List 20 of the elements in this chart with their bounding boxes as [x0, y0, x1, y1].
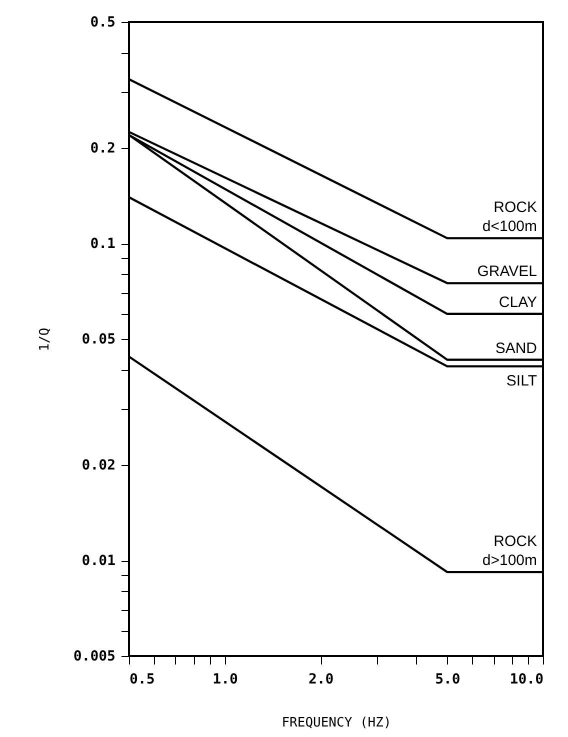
y-tick-label: 0.2 [90, 140, 116, 157]
series-label: GRAVEL [477, 263, 537, 280]
series-label: SAND [495, 340, 538, 357]
y-tick-label: 0.02 [82, 458, 116, 474]
series-label: CLAY [498, 294, 537, 311]
series-label: ROCK d<100m [482, 199, 537, 236]
y-tick-label: 0.1 [90, 236, 116, 252]
y-axis-title: 1/Q [37, 328, 52, 352]
y-tick-label: 0.05 [82, 332, 116, 348]
y-tick-label: 0.5 [90, 14, 116, 30]
x-tick-label: 5.0 [435, 672, 460, 688]
y-tick-label: 0.005 [73, 648, 116, 664]
x-tick-label: 2.0 [308, 672, 334, 688]
x-axis-title: FREQUENCY (HZ) [282, 716, 392, 730]
y-tick-label: 0.01 [82, 553, 116, 570]
x-tick-label: 0.5 [130, 672, 155, 688]
series-label: SILT [506, 372, 537, 390]
series-label: ROCK d>100m [482, 533, 537, 570]
x-tick-label: 1.0 [212, 672, 238, 688]
x-tick-label: 10.0 [510, 672, 544, 688]
